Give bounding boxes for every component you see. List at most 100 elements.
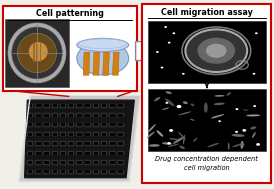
Bar [93,113,99,117]
Bar [109,160,115,165]
Bar [52,170,58,174]
Ellipse shape [232,143,243,147]
Bar [28,152,32,155]
Bar [93,151,99,155]
Bar [36,133,41,136]
Circle shape [242,129,246,132]
Bar [77,142,82,145]
Bar [110,170,115,174]
Circle shape [182,73,185,75]
Polygon shape [103,52,109,75]
Bar [109,170,115,174]
Bar [27,104,33,108]
Text: cell migration: cell migration [184,164,230,170]
Bar [118,114,123,117]
Bar [69,170,73,174]
Circle shape [185,29,247,72]
Bar [44,114,49,117]
Bar [36,170,41,174]
Bar [44,133,49,136]
Bar [52,132,58,136]
Bar [142,4,271,183]
Ellipse shape [211,114,224,119]
Bar [44,152,49,155]
Bar [110,114,115,117]
Bar [109,123,115,127]
Bar [44,113,50,117]
Bar [61,170,65,174]
Bar [85,132,91,136]
Bar [52,123,58,127]
Circle shape [156,51,159,53]
Bar [94,142,98,145]
Bar [61,133,65,136]
Bar [68,113,74,117]
Bar [93,123,99,127]
Bar [77,170,82,174]
Bar [85,113,91,117]
Ellipse shape [147,132,155,138]
Bar [118,160,124,165]
Bar [101,142,107,146]
Bar [118,104,123,107]
Ellipse shape [227,92,231,96]
Bar [85,123,91,127]
Bar [60,142,66,146]
Circle shape [256,143,260,146]
Text: Drug concentration dependent: Drug concentration dependent [155,156,258,162]
Bar [60,132,66,136]
Ellipse shape [8,23,66,83]
Bar [53,114,57,117]
Circle shape [235,108,238,110]
Bar [85,133,90,136]
Circle shape [206,44,227,58]
Bar [60,113,66,117]
Bar [93,170,99,174]
Bar [118,170,124,174]
Bar [85,142,91,146]
Bar [52,151,58,155]
Bar [61,123,65,126]
Bar [102,161,106,164]
Ellipse shape [162,107,169,110]
Bar [85,114,90,117]
Circle shape [197,38,235,64]
Bar [94,161,98,164]
Bar [28,161,32,164]
Bar [39,43,41,62]
Bar [61,104,65,107]
Bar [44,142,49,145]
Bar [118,142,124,146]
Bar [52,142,58,146]
Bar [53,161,57,164]
Ellipse shape [168,144,179,147]
Bar [102,123,106,126]
Bar [69,161,73,164]
Bar [102,114,106,117]
Bar [101,151,107,155]
Bar [76,151,82,155]
Circle shape [218,120,221,122]
Circle shape [169,129,173,132]
Ellipse shape [156,130,163,137]
Ellipse shape [190,103,195,106]
Bar [35,113,41,117]
Bar [27,132,33,136]
Ellipse shape [252,132,256,138]
Bar [27,151,33,155]
Circle shape [177,105,181,108]
Bar [110,142,115,145]
Circle shape [164,26,167,28]
Ellipse shape [162,142,172,145]
Bar [118,133,123,136]
Bar [61,161,65,164]
Ellipse shape [12,27,62,79]
Ellipse shape [165,91,172,94]
Bar [44,132,50,136]
Bar [101,170,107,174]
Bar [35,142,41,146]
Bar [33,43,35,62]
Bar [85,151,91,155]
Bar [118,161,123,164]
Text: Cell migration assay: Cell migration assay [161,8,253,17]
